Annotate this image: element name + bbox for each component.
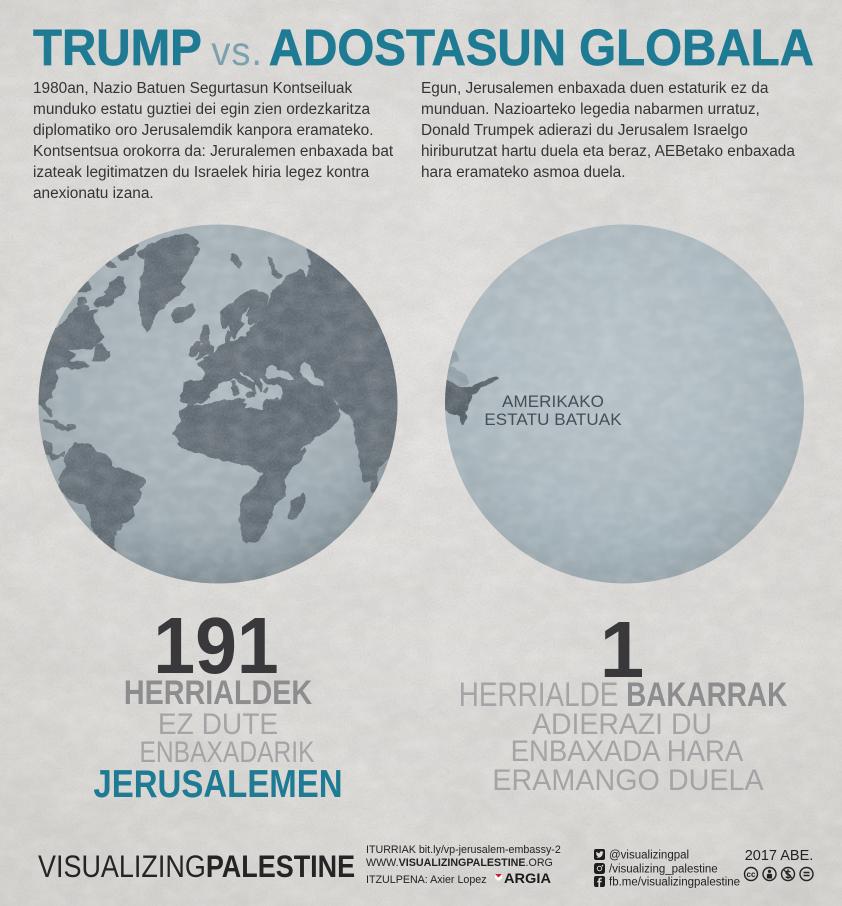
svg-text:ARGIA: ARGIA (504, 870, 551, 885)
svg-text:cc: cc (747, 870, 756, 879)
